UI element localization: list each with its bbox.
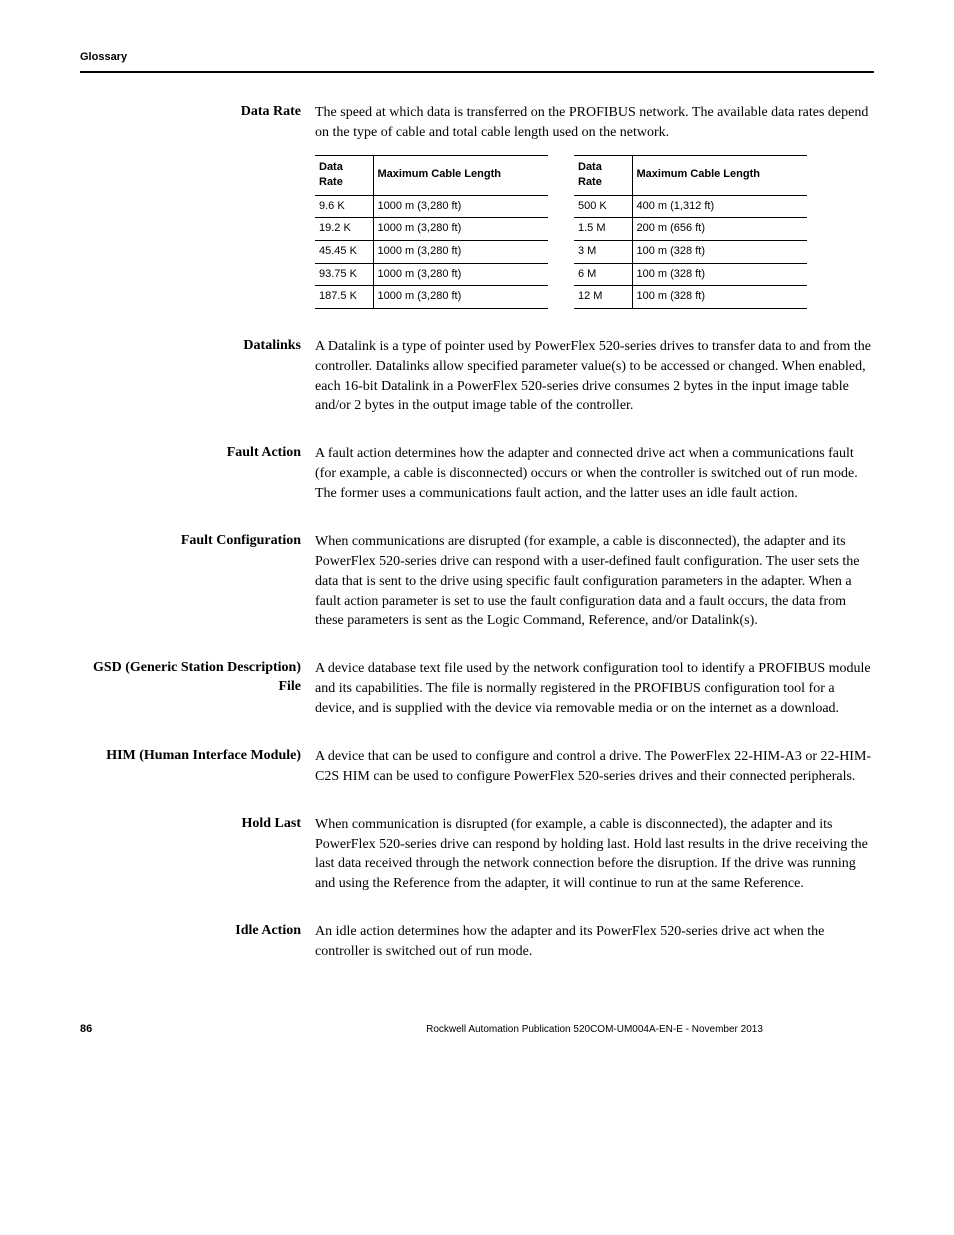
section-header: Glossary: [80, 50, 874, 65]
table-cell: 1000 m (3,280 ft): [373, 286, 548, 309]
table-row: 93.75 K1000 m (3,280 ft): [315, 263, 548, 286]
table-row: 500 K400 m (1,312 ft): [574, 195, 807, 218]
table-cell: 93.75 K: [315, 263, 373, 286]
table-cell: 100 m (328 ft): [632, 286, 807, 309]
entry-fault-config: Fault Configuration When communications …: [80, 532, 874, 631]
table-cell: 1000 m (3,280 ft): [373, 241, 548, 264]
term: Idle Action: [80, 922, 315, 941]
table-row: 1.5 M200 m (656 ft): [574, 218, 807, 241]
term: HIM (Human Interface Module): [80, 747, 315, 766]
definition: A device database text file used by the …: [315, 659, 874, 719]
table-row: 9.6 K1000 m (3,280 ft): [315, 195, 548, 218]
table-cell: 19.2 K: [315, 218, 373, 241]
table-cell: 3 M: [574, 241, 632, 264]
table-cell: 100 m (328 ft): [632, 241, 807, 264]
table-cell: 200 m (656 ft): [632, 218, 807, 241]
table-cell: 1000 m (3,280 ft): [373, 263, 548, 286]
definition: When communications are disrupted (for e…: [315, 532, 874, 631]
table-cell: 100 m (328 ft): [632, 263, 807, 286]
definition: The speed at which data is transferred o…: [315, 103, 874, 309]
data-rate-table-2: Data Rate Maximum Cable Length 500 K400 …: [574, 155, 807, 309]
table-cell: 1.5 M: [574, 218, 632, 241]
table-cell: 45.45 K: [315, 241, 373, 264]
entry-him: HIM (Human Interface Module) A device th…: [80, 747, 874, 787]
table-cell: 500 K: [574, 195, 632, 218]
table-cell: 1000 m (3,280 ft): [373, 195, 548, 218]
term: Fault Configuration: [80, 532, 315, 551]
th-rate: Data Rate: [315, 155, 373, 195]
entry-idle-action: Idle Action An idle action determines ho…: [80, 922, 874, 962]
entry-hold-last: Hold Last When communication is disrupte…: [80, 815, 874, 895]
term: Datalinks: [80, 337, 315, 356]
definition: A device that can be used to configure a…: [315, 747, 874, 787]
definition: An idle action determines how the adapte…: [315, 922, 874, 962]
th-len: Maximum Cable Length: [632, 155, 807, 195]
table-row: 6 M100 m (328 ft): [574, 263, 807, 286]
term: GSD (Generic Station Description) File: [80, 659, 315, 697]
entry-datalinks: Datalinks A Datalink is a type of pointe…: [80, 337, 874, 417]
publication-info: Rockwell Automation Publication 520COM-U…: [315, 1023, 874, 1037]
term: Data Rate: [80, 103, 315, 122]
table-cell: 187.5 K: [315, 286, 373, 309]
footer: 86 Rockwell Automation Publication 520CO…: [80, 1022, 874, 1037]
entry-data-rate: Data Rate The speed at which data is tra…: [80, 103, 874, 309]
term: Hold Last: [80, 815, 315, 834]
table-row: 187.5 K1000 m (3,280 ft): [315, 286, 548, 309]
th-rate: Data Rate: [574, 155, 632, 195]
table-row: 3 M100 m (328 ft): [574, 241, 807, 264]
table-cell: 6 M: [574, 263, 632, 286]
def-text: The speed at which data is transferred o…: [315, 105, 868, 140]
definition: When communication is disrupted (for exa…: [315, 815, 874, 895]
table-cell: 9.6 K: [315, 195, 373, 218]
tables-wrap: Data Rate Maximum Cable Length 9.6 K1000…: [315, 155, 874, 309]
table-cell: 1000 m (3,280 ft): [373, 218, 548, 241]
data-rate-table-1: Data Rate Maximum Cable Length 9.6 K1000…: [315, 155, 548, 309]
table-cell: 12 M: [574, 286, 632, 309]
definition: A fault action determines how the adapte…: [315, 444, 874, 504]
entry-gsd: GSD (Generic Station Description) File A…: [80, 659, 874, 719]
table-row: 12 M100 m (328 ft): [574, 286, 807, 309]
header-rule: [80, 71, 874, 73]
table-cell: 400 m (1,312 ft): [632, 195, 807, 218]
page-number: 86: [80, 1022, 315, 1037]
term: Fault Action: [80, 444, 315, 463]
th-len: Maximum Cable Length: [373, 155, 548, 195]
table-row: 19.2 K1000 m (3,280 ft): [315, 218, 548, 241]
entry-fault-action: Fault Action A fault action determines h…: [80, 444, 874, 504]
definition: A Datalink is a type of pointer used by …: [315, 337, 874, 417]
table-row: 45.45 K1000 m (3,280 ft): [315, 241, 548, 264]
